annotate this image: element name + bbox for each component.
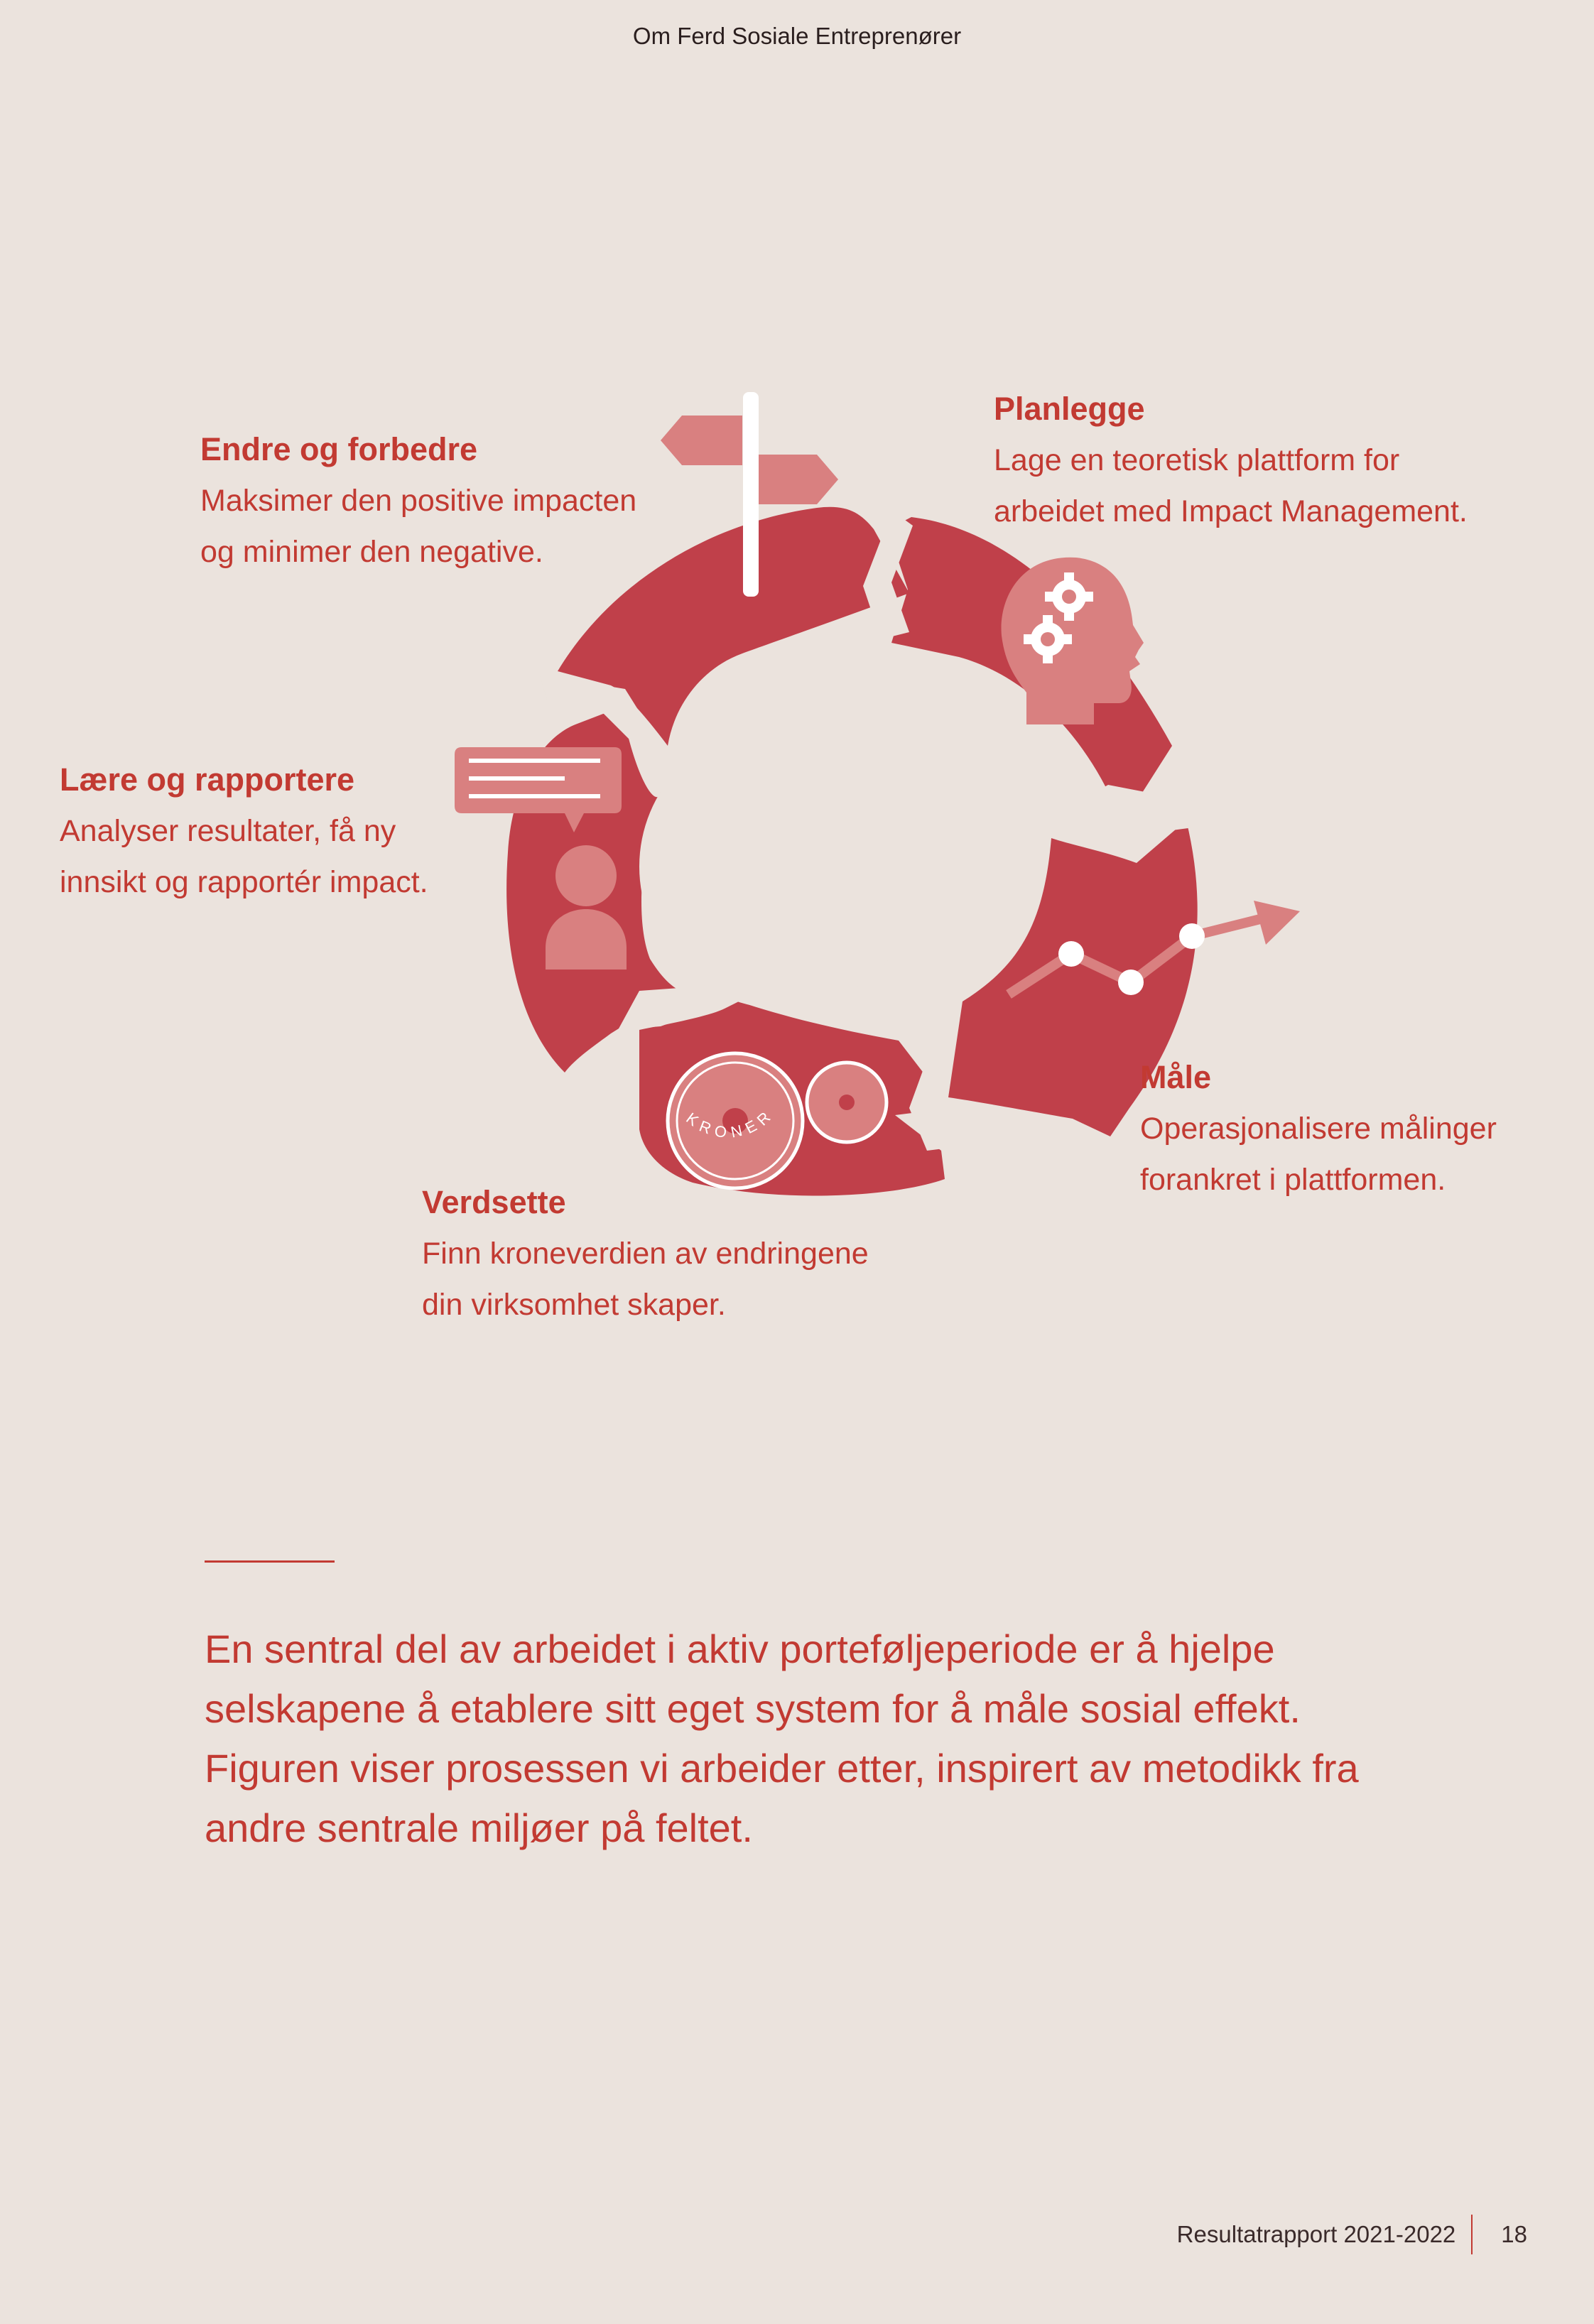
- coins-icon: KRONER: [666, 1051, 889, 1190]
- line-graph-arrow-icon: [1006, 901, 1300, 999]
- stage-title-laere: Lære og rapportere: [60, 761, 355, 798]
- page-header: Om Ferd Sosiale Entreprenører: [632, 23, 962, 49]
- stage-label-endre: Endre og forbedre Maksimer den positive …: [200, 424, 636, 577]
- stage-description-endre: Maksimer den positive impacten og minime…: [200, 484, 637, 569]
- ring-gaps: [540, 497, 1200, 1151]
- ring-segment-male: [948, 820, 1198, 1136]
- stage-label-male: Måle Operasjonalisere målinger forankret…: [1140, 1052, 1497, 1205]
- ring-segment-endre: [558, 506, 909, 746]
- signpost-icon: [661, 392, 838, 597]
- ring-center: [639, 724, 923, 1009]
- stage-label-planlegge: Planlegge Lage en teoretisk plattform fo…: [994, 384, 1468, 537]
- stage-title-verdsette: Verdsette: [422, 1184, 566, 1220]
- footer-divider: [1471, 2215, 1473, 2254]
- stage-title-endre: Endre og forbedre: [200, 431, 478, 467]
- section-divider: [205, 1560, 335, 1563]
- stage-label-verdsette: Verdsette Finn kroneverdien av endringen…: [422, 1177, 869, 1330]
- stage-title-planlegge: Planlegge: [994, 391, 1145, 427]
- person-speech-bubble-icon: [455, 747, 627, 970]
- stage-description-laere: Analyser resultater, få ny innsikt og ra…: [60, 814, 428, 899]
- head-gears-icon: [1001, 557, 1144, 724]
- page-footer: Resultatrapport 2021-2022 18: [1177, 2215, 1527, 2254]
- stage-title-male: Måle: [1140, 1059, 1212, 1095]
- report-title: Resultatrapport 2021-2022: [1176, 2221, 1456, 2247]
- stage-description-planlegge: Lage en teoretisk plattform for arbeidet…: [994, 443, 1468, 528]
- stage-description-male: Operasjonalisere målinger forankret i pl…: [1140, 1112, 1497, 1197]
- stage-description-verdsette: Finn kroneverdien av endringene din virk…: [422, 1237, 869, 1322]
- intro-paragraph: En sentral del av arbeidet i aktiv porte…: [205, 1627, 1359, 1850]
- page-number: 18: [1501, 2221, 1527, 2247]
- stage-label-laere: Lære og rapportere Analyser resultater, …: [60, 754, 428, 908]
